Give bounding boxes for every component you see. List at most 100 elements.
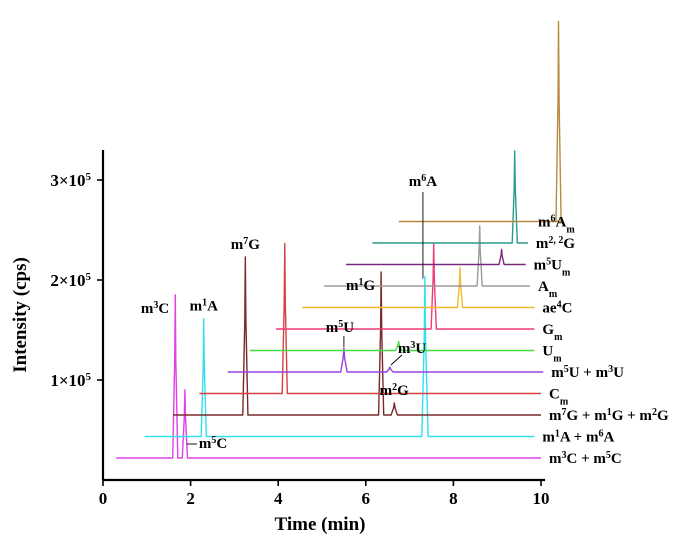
peak-annotation-part: C [216,436,227,452]
x-tick-label: 0 [99,489,108,508]
trace-label: m2, 2G [536,235,576,253]
peak-annotation-part: m [190,299,203,315]
trace-label-part: 5 [546,256,551,267]
peak-annotation: m7G [231,236,261,254]
peak-annotation: m5C [199,435,227,453]
trace-label-part: m [542,430,555,446]
trace-label-part: 3 [562,450,567,461]
trace-label-part: 2 [652,407,657,418]
peak-annotation-part: m [199,436,212,452]
trace-line [249,340,535,352]
peak-annotation-part: 7 [243,236,248,247]
trace-label: Am [538,279,558,300]
trace-line [173,256,541,416]
trace-label-part: A [556,215,567,231]
trace-label-part: 6 [551,213,556,224]
trace-line [346,248,526,266]
trace-label-part: U + m [569,365,609,381]
y-tick-exp: 5 [86,171,92,183]
trace-label: Um [542,344,562,365]
trace-label-part: U [551,258,562,274]
peak-annotation-part: A [207,299,218,315]
y-tick-label: 3×105 [50,171,91,190]
peak-annotation-part: 1 [358,277,363,288]
trace-label-part: C [549,387,560,403]
y-tick-base: 3×10 [50,171,85,190]
trace-label: m7G + m1G + m2G [549,407,669,425]
trace-line [398,20,562,223]
x-tick-label: 4 [274,489,283,508]
peak-annotation: m2G [380,382,410,400]
trace-line [372,150,528,244]
traces-layer [116,20,562,459]
peak-annotation: m1A [190,297,219,315]
y-tick-base: 1×10 [50,371,85,390]
trace-label-part: U [542,344,553,360]
peak-annotation-part: A [426,174,437,190]
peak-annotation-part: m [398,341,411,357]
trace-label: m5Um [534,256,571,278]
y-tick-label: 1×105 [50,371,91,390]
peak-annotation-part: m [141,301,154,317]
trace-label-part: 2, 2 [548,235,563,246]
trace-label-part: G + m [567,408,608,424]
trace-label-part: A [603,430,614,446]
peak-annotation-part: m [346,278,359,294]
trace-line [302,266,535,309]
trace-label-part: m [538,215,551,231]
trace-line [227,347,544,373]
trace-label: m3C + m5C [549,450,622,468]
peak-annotation-part: 5 [211,435,216,446]
trace-line [116,294,541,459]
peak-annotation-part: 3 [153,300,158,311]
trace-label-part: U [613,365,624,381]
annotation-leader [390,354,403,366]
trace-label-part: G [563,236,575,252]
trace-label-part: 1 [607,407,612,418]
trace-label-part: m [560,396,569,407]
peak-annotation-part: 3 [410,340,415,351]
trace-line [144,275,535,438]
trace-label-part: C + m [567,451,607,467]
trace-label-part: m [549,408,562,424]
trace-line [276,243,535,330]
peak-annotation-part: U [415,341,426,357]
trace-label: m1A + m6A [542,428,614,446]
trace-label-part: m [549,289,558,300]
peak-annotation: m5U [326,319,355,337]
y-tick-exp: 5 [86,371,92,383]
trace-label-part: A + m [560,430,599,446]
peak-annotation-part: m [409,174,422,190]
peak-annotation: m3C [141,300,169,318]
trace-label: m5U + m3U [551,364,624,382]
peak-annotation: m3U [398,340,427,358]
trace-label-part: m [536,236,549,252]
trace-label-part: G + m [612,408,653,424]
trace-label-part: m [562,267,571,278]
peak-annotation-part: G [397,383,409,399]
x-tick-label: 8 [449,489,458,508]
trace-label-part: m [554,332,563,343]
trace-label-part: 5 [564,364,569,375]
peak-annotation-part: C [158,301,169,317]
peak-annotation-part: U [343,320,354,336]
peak-annotation-part: 1 [202,297,207,308]
trace-label-part: G [542,322,554,338]
peak-annotation-part: 5 [338,319,343,330]
trace-label: Cm [549,387,569,408]
x-tick-label: 2 [186,489,195,508]
peak-annotation: m6A [409,173,438,191]
trace-label-part: 7 [562,407,567,418]
axes-layer [101,150,545,482]
trace-label-part: m [553,353,562,364]
trace-line [199,242,541,395]
peak-annotation-part: m [380,383,393,399]
trace-label-part: C [562,301,573,317]
x-tick-label: 10 [533,489,550,508]
trace-label: ae4C [542,299,572,317]
peak-annotation-part: G [363,278,375,294]
trace-label-part: m [534,258,547,274]
